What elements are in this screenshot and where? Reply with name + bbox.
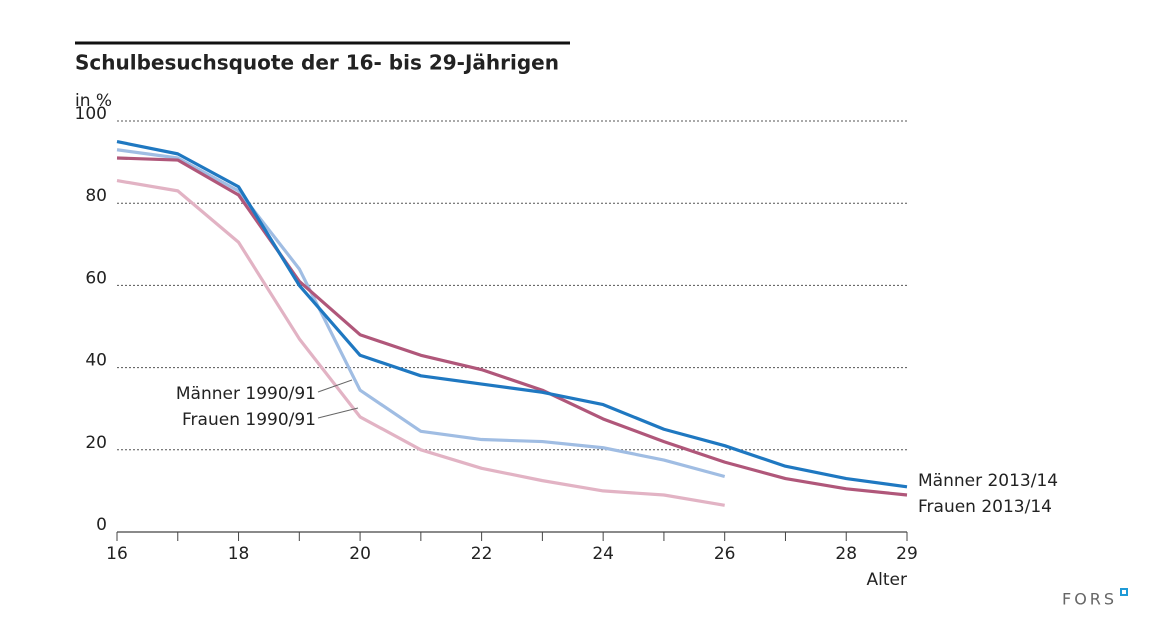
series-label: Männer 2013/14: [918, 471, 1058, 491]
series-line: [116, 139, 908, 489]
series-line: [116, 179, 725, 507]
series-label: Männer 1990/91: [176, 384, 316, 404]
series-label: Frauen 1990/91: [182, 410, 316, 430]
x-tick-label: 18: [228, 544, 250, 564]
series-line: [116, 156, 908, 497]
source-logo: FORS: [1062, 590, 1117, 609]
x-tick-label: 29: [896, 544, 918, 564]
leader-line: [317, 379, 353, 393]
y-axis-label: in %: [75, 91, 112, 111]
logo-mark: [1120, 588, 1128, 596]
chart-title: Schulbesuchsquote der 16- bis 29-Jährige…: [75, 51, 559, 75]
y-tick-label: 80: [85, 186, 107, 206]
x-tick-label: 20: [349, 544, 371, 564]
x-tick-label: 28: [835, 544, 857, 564]
y-tick-label: 100: [75, 104, 107, 124]
x-tick-label: 26: [714, 544, 736, 564]
x-axis-label: Alter: [867, 570, 907, 590]
series-label: Frauen 2013/14: [918, 497, 1052, 517]
x-tick-label: 16: [106, 544, 128, 564]
y-tick-label: 60: [85, 268, 107, 288]
y-tick-label: 0: [96, 515, 107, 535]
leader-line: [317, 407, 359, 419]
y-tick-label: 40: [85, 351, 107, 371]
y-tick-label: 20: [85, 433, 107, 453]
x-tick-label: 24: [592, 544, 614, 564]
x-tick-label: 22: [471, 544, 493, 564]
series-line: [116, 148, 726, 479]
